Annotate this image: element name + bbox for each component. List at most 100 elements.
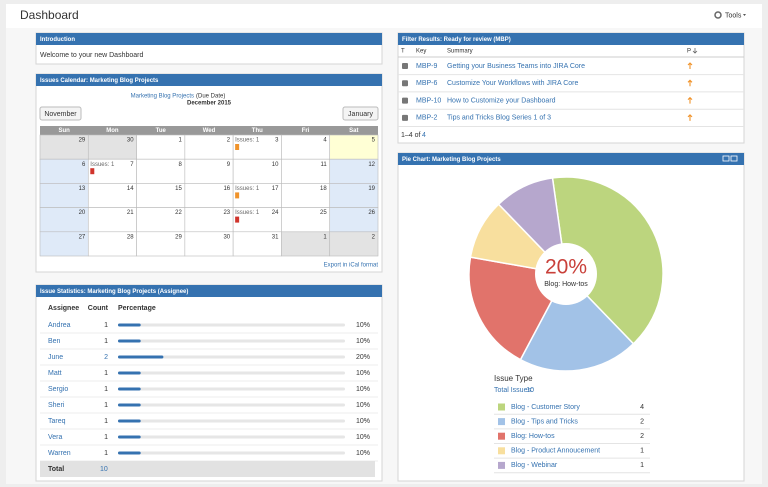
issues-link[interactable]: Issues: 1 xyxy=(235,210,260,216)
percentage: 10% xyxy=(356,434,370,441)
count: 1 xyxy=(104,370,108,377)
day-number: 7 xyxy=(130,162,134,168)
issue-key[interactable]: MBP-10 xyxy=(416,97,441,104)
day-number: 15 xyxy=(175,186,182,192)
issue-key[interactable]: MBP-2 xyxy=(416,115,438,122)
day-number: 22 xyxy=(175,210,182,216)
menu-icon[interactable] xyxy=(730,155,738,162)
calendar-cell xyxy=(87,158,137,184)
issue-summary[interactable]: Customize Your Workflows with JIRA Core xyxy=(447,80,578,87)
assignee[interactable]: June xyxy=(48,354,63,361)
bar xyxy=(118,435,141,439)
weekday: Fri xyxy=(302,128,310,134)
gadget-title: Filter Results: Ready for review (MBP) xyxy=(402,37,511,43)
day-number: 19 xyxy=(368,186,375,192)
calendar-cell xyxy=(39,158,89,184)
bar xyxy=(118,323,141,327)
day-number: 10 xyxy=(272,162,279,168)
legend-name[interactable]: Blog - Webinar xyxy=(511,462,558,469)
calendar-cell xyxy=(136,207,186,233)
next-month[interactable]: January xyxy=(348,111,373,118)
priority-icon xyxy=(687,96,693,104)
calendar-cell xyxy=(232,134,282,160)
export-link[interactable]: Export in iCal format xyxy=(324,263,379,269)
count: 1 xyxy=(104,386,108,393)
calendar-cell xyxy=(184,231,234,257)
day-number: 27 xyxy=(79,234,86,240)
prev-button[interactable] xyxy=(39,106,82,121)
issue-key[interactable]: MBP-6 xyxy=(416,80,438,87)
pie-slice[interactable] xyxy=(551,176,664,345)
assignee[interactable]: Sergio xyxy=(48,386,68,393)
priority-icon xyxy=(687,79,693,87)
day-number: 21 xyxy=(127,210,134,216)
legend-title: Issue Type xyxy=(494,374,533,383)
issue-type-icon xyxy=(402,97,408,104)
legend-name[interactable]: Blog - Customer Story xyxy=(511,404,580,411)
issues-link[interactable]: Issues: 1 xyxy=(235,186,260,192)
legend-name[interactable]: Blog - Tips and Tricks xyxy=(511,418,578,425)
calendar-cell xyxy=(232,158,282,184)
bar xyxy=(118,371,141,375)
assignee[interactable]: Sheri xyxy=(48,402,65,409)
legend-name[interactable]: Blog: How-tos xyxy=(511,433,555,440)
bar-track xyxy=(118,355,345,359)
issue-marker xyxy=(235,192,240,199)
calendar-cell xyxy=(184,183,234,208)
issue-summary[interactable]: Getting your Business Teams into JIRA Co… xyxy=(447,63,585,70)
prev-month[interactable]: November xyxy=(44,111,77,118)
issue-summary[interactable]: Tips and Tricks Blog Series 1 of 3 xyxy=(447,115,551,122)
bar-track xyxy=(118,323,345,327)
day-number: 1 xyxy=(323,234,327,240)
calendar-cell xyxy=(136,183,186,208)
header-bar xyxy=(6,4,762,28)
assignee[interactable]: Andrea xyxy=(48,322,71,329)
next-button[interactable] xyxy=(342,106,379,121)
calendar-month: December 2015 xyxy=(187,101,232,107)
results-total[interactable]: 4 xyxy=(422,132,426,139)
calendar-cell xyxy=(232,231,282,257)
day-number: 31 xyxy=(272,234,279,240)
assignee[interactable]: Vera xyxy=(48,434,63,441)
bar xyxy=(118,403,141,407)
legend-swatch xyxy=(498,418,505,426)
gadget-title: Introduction xyxy=(40,37,75,43)
day-number: 4 xyxy=(323,138,327,144)
project-link[interactable]: Marketing Blog Projects xyxy=(131,94,194,100)
total-value: 10 xyxy=(526,387,534,394)
issue-key[interactable]: MBP-9 xyxy=(416,63,438,70)
bar-track xyxy=(118,371,345,375)
bar-track xyxy=(118,451,345,455)
day-number: 17 xyxy=(272,186,279,192)
day-number: 29 xyxy=(175,234,182,240)
tools-menu[interactable]: Tools xyxy=(725,12,742,19)
issues-link[interactable]: Issues: 1 xyxy=(235,138,260,144)
day-number: 24 xyxy=(272,210,279,216)
bar xyxy=(118,451,141,455)
issues-link[interactable]: Issues: 1 xyxy=(90,162,115,168)
issue-summary[interactable]: How to Customize your Dashboard xyxy=(447,97,556,104)
results-range: 1–4 of xyxy=(401,132,421,139)
count: 1 xyxy=(104,322,108,329)
total-count[interactable]: 10 xyxy=(100,466,108,473)
day-number: 30 xyxy=(223,234,230,240)
assignee[interactable]: Ben xyxy=(48,338,61,345)
issue-type-icon xyxy=(402,80,408,87)
gadget-title: Issues Calendar: Marketing Blog Projects xyxy=(40,78,159,84)
calendar-cell xyxy=(329,183,379,208)
pie-slice[interactable] xyxy=(519,272,635,372)
assignee[interactable]: Tareq xyxy=(48,418,66,425)
bar-track xyxy=(118,419,345,423)
legend-name[interactable]: Blog - Product Annoucement xyxy=(511,448,600,455)
gadget-title-bar xyxy=(36,285,382,297)
minimize-icon[interactable] xyxy=(722,155,730,162)
issue-marker xyxy=(90,168,95,175)
total-label: Total Issues: xyxy=(494,387,533,394)
gear-icon[interactable] xyxy=(714,11,722,19)
calendar-cell xyxy=(87,231,137,257)
calendar-cell xyxy=(329,207,379,233)
calendar-cell xyxy=(184,207,234,233)
day-number: 20 xyxy=(79,210,86,216)
assignee[interactable]: Matt xyxy=(48,370,62,377)
assignee[interactable]: Warren xyxy=(48,450,71,457)
